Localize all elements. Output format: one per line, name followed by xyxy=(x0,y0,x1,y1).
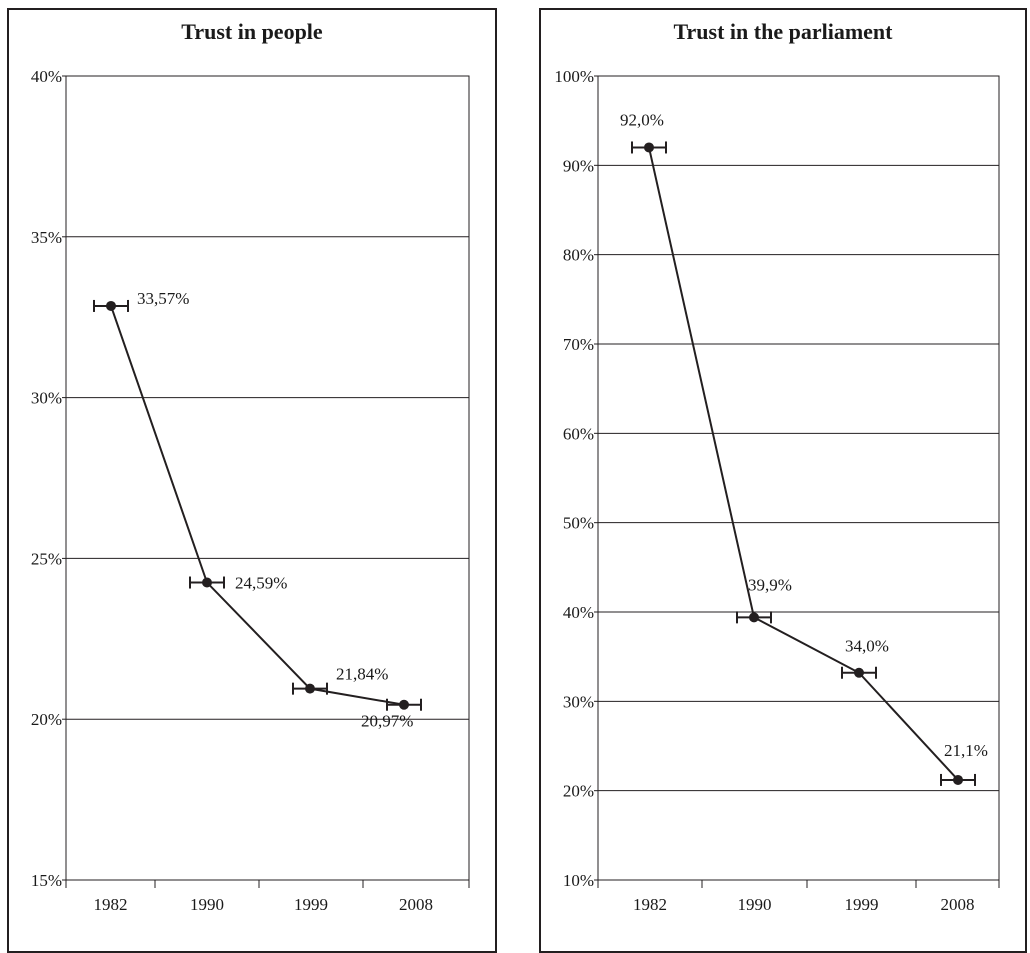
y-tick-label: 90% xyxy=(563,156,594,175)
data-point xyxy=(399,699,409,710)
y-tick-label: 40% xyxy=(563,603,594,622)
data-point xyxy=(854,667,864,678)
chart-title: Trust in the parliament xyxy=(673,19,893,44)
plot-area-frame xyxy=(65,75,470,881)
data-point xyxy=(202,577,212,588)
y-tick-label: 15% xyxy=(31,871,62,890)
x-tick-label: 1990 xyxy=(738,895,772,914)
y-tick-label: 70% xyxy=(563,335,594,354)
chart-title: Trust in people xyxy=(181,19,323,44)
y-tick-label: 20% xyxy=(563,782,594,801)
data-point xyxy=(305,683,315,694)
chart-trust-in-people: 15% 20% 25% 30% 35% 40% 1982 1990 1999 2008 33,57%… xyxy=(31,67,470,914)
y-tick-label: 40% xyxy=(31,67,62,86)
y-tick-label: 20% xyxy=(31,710,62,729)
x-tick-label: 1990 xyxy=(190,895,224,914)
x-tick-label: 1982 xyxy=(94,895,128,914)
data-label: 92,0% xyxy=(620,110,664,129)
series-line xyxy=(110,305,405,706)
series-line xyxy=(648,147,959,781)
y-tick-label: 30% xyxy=(563,692,594,711)
data-point xyxy=(749,612,759,623)
plot-area-frame xyxy=(597,75,1000,881)
chart-trust-in-parliament: 10% 20% 30% 40% 50% 60% 70% 80% 90% 100% 1982 1990 1… xyxy=(554,67,1000,914)
data-label: 33,57% xyxy=(137,289,189,308)
x-tick-label: 1982 xyxy=(633,895,667,914)
data-point xyxy=(644,142,654,153)
data-label: 21,1% xyxy=(944,741,988,760)
data-point xyxy=(953,774,963,785)
data-label: 34,0% xyxy=(845,637,889,656)
y-tick-label: 80% xyxy=(563,246,594,265)
x-tick-label: 2008 xyxy=(399,895,433,914)
data-label: 20,97% xyxy=(361,712,413,731)
data-label: 21,84% xyxy=(336,665,388,684)
y-tick-label: 60% xyxy=(563,424,594,443)
data-label: 24,59% xyxy=(235,574,287,593)
y-tick-label: 25% xyxy=(31,549,62,568)
chart-panel-trust-in-parliament: Trust in the parliament 10% 20% 30% 40% 50% 6… xyxy=(539,8,1027,953)
data-point xyxy=(106,300,116,311)
y-tick-label: 100% xyxy=(554,67,594,86)
y-tick-label: 50% xyxy=(563,514,594,533)
y-tick-label: 30% xyxy=(31,389,62,408)
data-label: 39,9% xyxy=(748,575,792,594)
chart-panel-trust-in-people: Trust in people 15% 20% 25% 30% 35% 40% 1982 19… xyxy=(7,8,497,953)
y-tick-label: 10% xyxy=(563,871,594,890)
y-tick-label: 35% xyxy=(31,228,62,247)
x-tick-label: 1999 xyxy=(294,895,328,914)
x-tick-label: 2008 xyxy=(941,895,975,914)
x-tick-label: 1999 xyxy=(845,895,879,914)
